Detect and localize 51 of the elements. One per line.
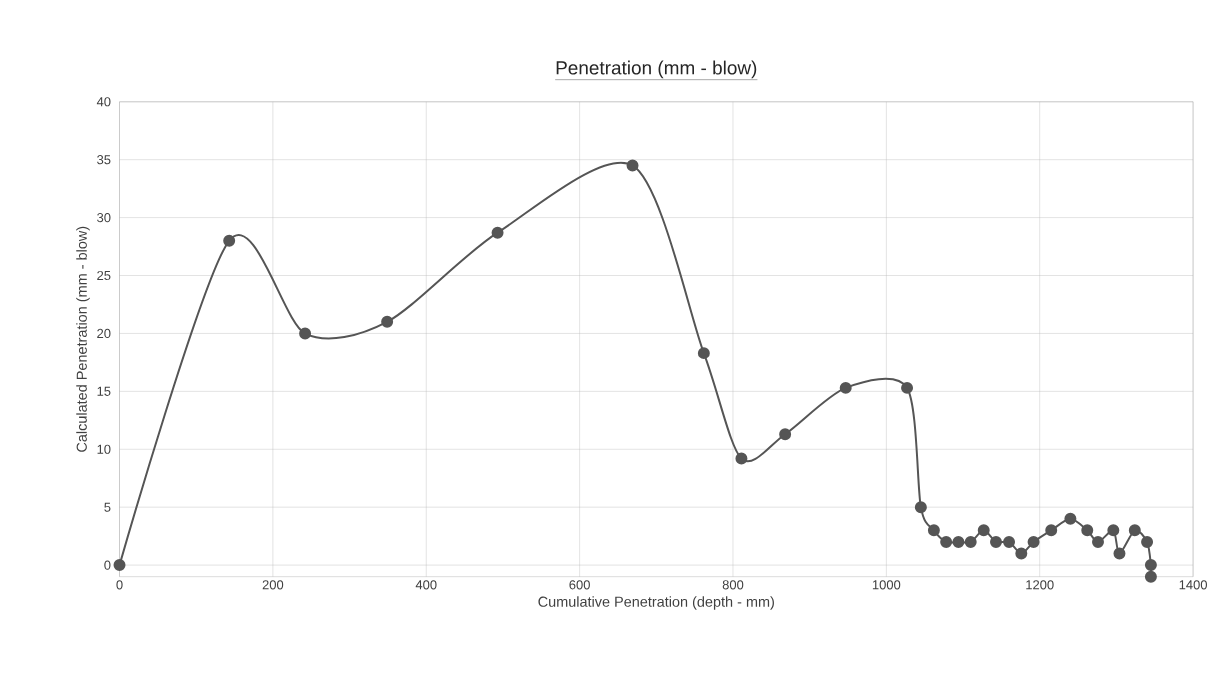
x-tick-label: 1400 xyxy=(1179,580,1207,590)
y-tick-label: 35 xyxy=(97,154,111,165)
y-tick-label: 10 xyxy=(97,444,111,454)
point xyxy=(839,381,852,394)
y-tick-label: 5 xyxy=(104,502,111,512)
point xyxy=(1113,547,1126,560)
point xyxy=(1107,524,1120,537)
point xyxy=(1027,535,1040,548)
x-axis-title: Cumulative Penetration (depth - mm) xyxy=(538,596,774,610)
point xyxy=(299,327,312,340)
point xyxy=(964,535,977,548)
chart-title: Penetration (mm - blow) xyxy=(556,60,757,79)
y-tick-label: 0 xyxy=(104,560,111,570)
point xyxy=(1015,547,1028,560)
point xyxy=(735,452,748,465)
point xyxy=(1141,535,1154,548)
point xyxy=(113,558,126,571)
point xyxy=(381,315,394,328)
x-tick-label: 400 xyxy=(415,580,437,590)
point xyxy=(1128,524,1141,537)
y-tick-label: 20 xyxy=(97,328,111,338)
point xyxy=(779,428,792,440)
y-tick-label: 25 xyxy=(97,270,111,280)
point xyxy=(626,159,639,172)
y-tick-label: 15 xyxy=(97,386,111,396)
point xyxy=(901,381,914,394)
x-tick-label: 1000 xyxy=(872,580,901,590)
x-tick-label: 200 xyxy=(262,580,284,590)
point xyxy=(990,535,1002,548)
point xyxy=(977,524,990,537)
point xyxy=(927,524,940,537)
x-tick-label: 600 xyxy=(569,580,590,590)
point xyxy=(1092,535,1104,548)
x-tick-label: 800 xyxy=(722,580,744,590)
point xyxy=(491,226,504,239)
point xyxy=(1144,558,1157,571)
point xyxy=(697,346,710,359)
y-axis-title: Calculated Penetration (mm - blow) xyxy=(76,226,90,452)
point xyxy=(914,501,927,513)
point xyxy=(1081,524,1094,537)
point xyxy=(223,234,236,247)
point xyxy=(1045,524,1058,537)
point xyxy=(1144,570,1157,583)
y-tick-label: 40 xyxy=(96,96,111,107)
point xyxy=(952,535,965,548)
y-tick-label: 30 xyxy=(97,212,111,222)
x-tick-label: 1200 xyxy=(1026,580,1054,590)
point xyxy=(1064,512,1077,525)
x-tick-label: 0 xyxy=(116,580,123,590)
point xyxy=(1003,535,1016,548)
point xyxy=(940,535,953,548)
